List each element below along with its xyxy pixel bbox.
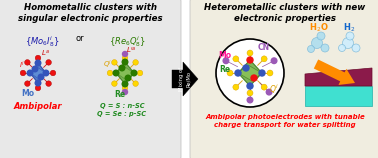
Circle shape: [133, 81, 138, 86]
Text: $\{Mo_6I^i_8\}$: $\{Mo_6I^i_8\}$: [25, 34, 59, 49]
Polygon shape: [314, 60, 355, 85]
Circle shape: [107, 70, 113, 76]
Circle shape: [137, 70, 143, 76]
Circle shape: [342, 37, 353, 49]
Circle shape: [233, 56, 239, 62]
Circle shape: [321, 44, 329, 52]
Text: $L^a$: $L^a$: [42, 48, 51, 58]
Circle shape: [122, 85, 128, 91]
Polygon shape: [116, 66, 134, 80]
Circle shape: [35, 80, 41, 86]
Text: Ambipolar: Ambipolar: [14, 102, 62, 111]
Circle shape: [122, 81, 128, 87]
Circle shape: [25, 81, 30, 86]
Text: H$_2$O: H$_2$O: [309, 22, 329, 34]
Text: Re: Re: [115, 90, 125, 99]
Circle shape: [247, 83, 253, 89]
Circle shape: [35, 60, 41, 66]
Text: Q = S : n-SC
Q = Se : p-SC: Q = S : n-SC Q = Se : p-SC: [98, 103, 147, 117]
Text: $Q^i$: $Q^i$: [103, 59, 113, 71]
Circle shape: [113, 70, 119, 76]
Text: $Q^i$: $Q^i$: [269, 82, 279, 96]
Circle shape: [346, 32, 354, 40]
Circle shape: [46, 81, 51, 86]
Circle shape: [27, 70, 33, 76]
Circle shape: [267, 70, 273, 76]
Text: $\{Re_6Q^i_8\}$: $\{Re_6Q^i_8\}$: [109, 34, 147, 49]
Circle shape: [251, 75, 257, 81]
Circle shape: [243, 65, 249, 71]
Circle shape: [125, 75, 131, 81]
Text: Homometallic clusters with
singular electronic properties: Homometallic clusters with singular elec…: [18, 3, 162, 23]
Text: Mo: Mo: [22, 89, 34, 98]
Circle shape: [119, 65, 125, 71]
Circle shape: [233, 84, 239, 90]
FancyBboxPatch shape: [0, 0, 181, 158]
Circle shape: [223, 58, 229, 64]
Circle shape: [227, 70, 233, 76]
Circle shape: [261, 56, 267, 62]
Text: Ambipolar photoelectrodes with tunable
charge transport for water splitting: Ambipolar photoelectrodes with tunable c…: [205, 114, 365, 128]
Circle shape: [235, 70, 241, 76]
Polygon shape: [30, 63, 46, 83]
Text: Mixing of
Re/Mo: Mixing of Re/Mo: [180, 67, 191, 91]
Text: Mo: Mo: [218, 51, 232, 60]
Text: $I^i$: $I^i$: [19, 59, 25, 71]
Polygon shape: [172, 62, 198, 96]
Circle shape: [339, 45, 345, 52]
Circle shape: [50, 70, 56, 76]
Circle shape: [131, 70, 137, 76]
Circle shape: [247, 90, 253, 96]
Circle shape: [261, 84, 267, 90]
Circle shape: [122, 55, 128, 61]
Circle shape: [20, 70, 26, 76]
Circle shape: [112, 60, 117, 65]
Circle shape: [122, 59, 128, 65]
Circle shape: [43, 70, 49, 76]
Polygon shape: [116, 62, 134, 84]
Circle shape: [216, 39, 284, 107]
Circle shape: [266, 89, 272, 95]
Circle shape: [311, 37, 322, 49]
Text: Re: Re: [220, 64, 231, 73]
Circle shape: [259, 70, 265, 76]
Polygon shape: [305, 86, 372, 106]
Circle shape: [133, 60, 138, 65]
Circle shape: [352, 44, 360, 52]
Circle shape: [38, 74, 44, 80]
Text: CN: CN: [258, 43, 270, 52]
Circle shape: [35, 55, 41, 61]
Polygon shape: [305, 68, 372, 86]
FancyBboxPatch shape: [190, 0, 378, 158]
Circle shape: [317, 32, 325, 40]
Circle shape: [247, 57, 253, 63]
Polygon shape: [238, 60, 262, 86]
Circle shape: [122, 52, 127, 57]
Circle shape: [247, 50, 253, 56]
Circle shape: [271, 58, 277, 64]
Text: Heterometallic clusters with new
electronic properties: Heterometallic clusters with new electro…: [204, 3, 366, 23]
Text: $L'^a$: $L'^a$: [125, 45, 136, 55]
Circle shape: [247, 97, 253, 103]
Circle shape: [112, 81, 117, 86]
Circle shape: [32, 66, 38, 72]
Text: or: or: [76, 34, 84, 43]
Polygon shape: [30, 67, 46, 79]
Polygon shape: [238, 65, 262, 81]
Circle shape: [122, 89, 127, 94]
Circle shape: [35, 85, 41, 91]
Text: H$_2$: H$_2$: [343, 22, 355, 34]
Circle shape: [46, 60, 51, 65]
Circle shape: [307, 46, 314, 52]
Circle shape: [25, 60, 30, 65]
